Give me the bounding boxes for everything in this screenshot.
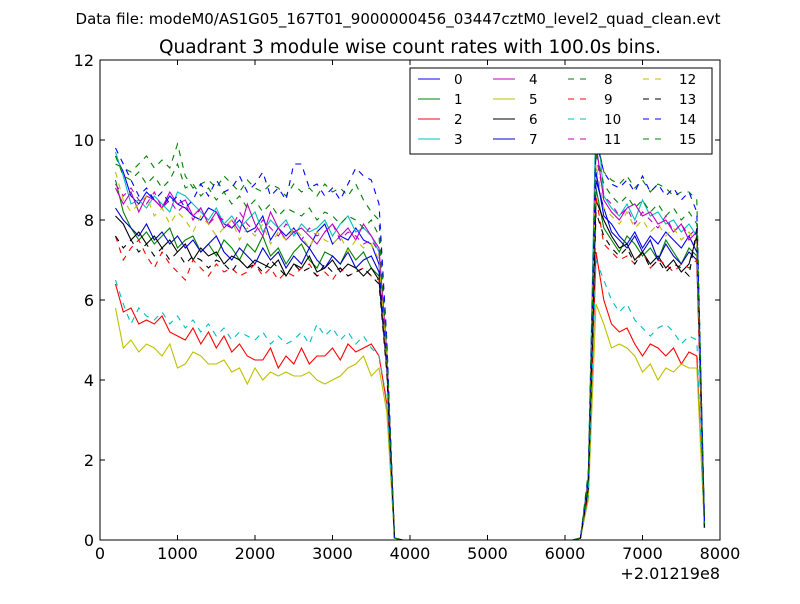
y-tick-label: 2 [84, 451, 94, 470]
series-line-12 [114, 163, 706, 541]
series-line-1 [114, 179, 706, 541]
x-tick-label: 6000 [545, 544, 586, 563]
legend-box [409, 67, 713, 155]
legend-label-13: 13 [679, 92, 696, 108]
x-tick-label: 3000 [312, 544, 353, 563]
series-line-10 [114, 259, 706, 541]
x-tick-label: 1000 [157, 544, 198, 563]
legend-label-12: 12 [679, 72, 696, 88]
series-line-13 [115, 211, 706, 541]
figure-supertitle: Data file: modeM0/AS1G05_167T01_90000004… [76, 10, 721, 29]
legend-label-4: 4 [529, 72, 538, 88]
plot-area [114, 107, 706, 541]
legend-label-3: 3 [454, 132, 463, 148]
legend-label-5: 5 [529, 92, 538, 108]
x-tick-label: 4000 [390, 544, 431, 563]
y-tick-label: 10 [74, 131, 94, 150]
legend-label-11: 11 [604, 132, 621, 148]
x-tick-label: 5000 [467, 544, 508, 563]
x-offset-label: +2.01219e8 [620, 564, 720, 583]
x-tick-label: 2000 [235, 544, 276, 563]
axis-ticks: 0 1000 2000 3000 4000 5000 6000 7000 80000246810… [74, 51, 741, 563]
series-line-7 [115, 179, 706, 541]
y-tick-label: 12 [74, 51, 94, 70]
series-line-6 [115, 199, 706, 541]
x-tick-label: 0 [95, 544, 105, 563]
y-tick-label: 8 [84, 211, 94, 230]
legend-label-15: 15 [679, 132, 696, 148]
legend-label-0: 0 [454, 72, 463, 88]
legend-label-7: 7 [529, 132, 538, 148]
x-tick-label: 7000 [622, 544, 663, 563]
legend-label-8: 8 [604, 72, 613, 88]
legend-label-1: 1 [454, 92, 463, 108]
series-line-4 [115, 143, 706, 541]
y-tick-label: 4 [84, 371, 94, 390]
legend-label-9: 9 [604, 92, 613, 108]
y-tick-label: 6 [84, 291, 94, 310]
series-line-8 [115, 135, 706, 541]
series-line-14 [115, 139, 706, 541]
series-line-2 [114, 251, 706, 541]
chart-title: Quadrant 3 module wise count rates with … [159, 37, 661, 58]
y-tick-label: 0 [84, 531, 94, 550]
legend-label-2: 2 [454, 112, 463, 128]
series-line-3 [114, 107, 706, 541]
legend-label-6: 6 [529, 112, 538, 128]
x-tick-label: 8000 [700, 544, 741, 563]
legend-label-10: 10 [604, 112, 621, 128]
legend-label-14: 14 [679, 112, 696, 128]
